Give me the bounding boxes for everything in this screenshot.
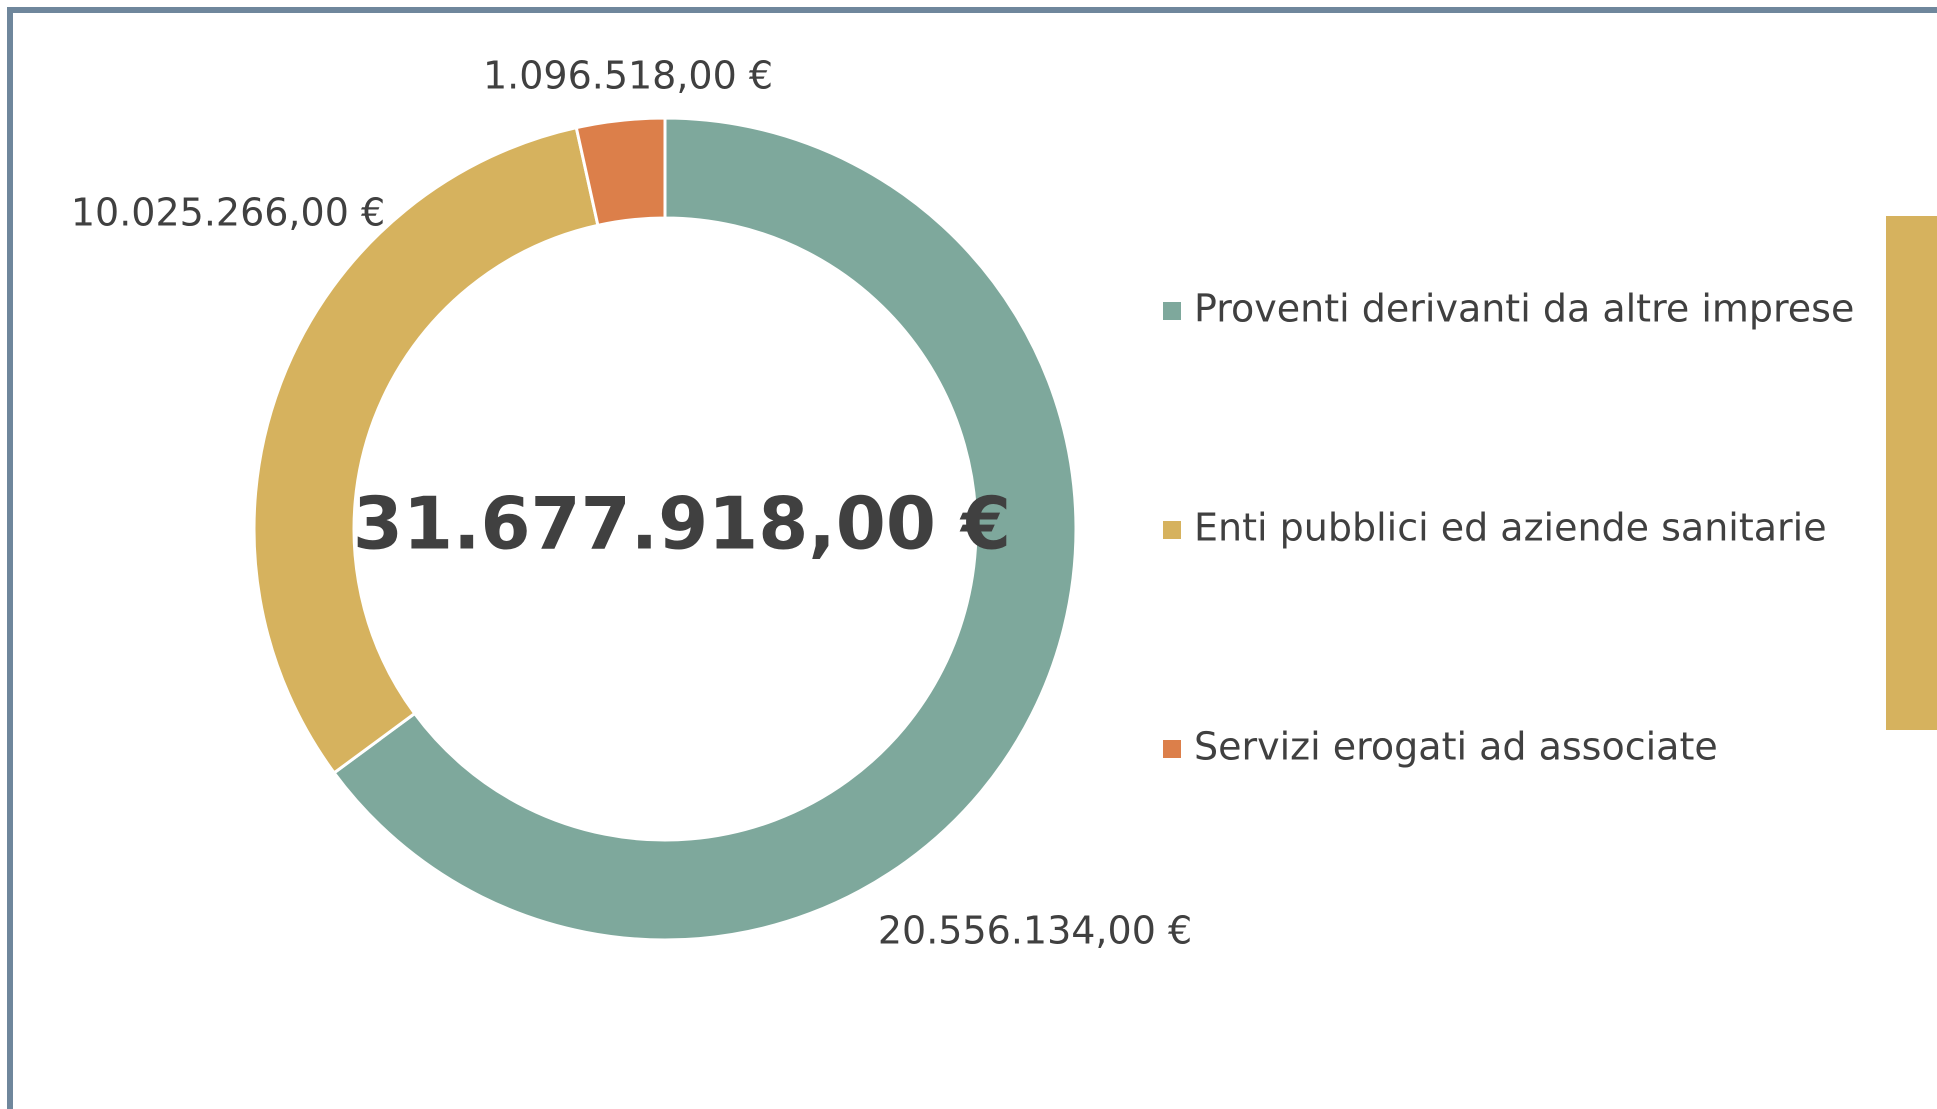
donut — [252, 116, 1078, 942]
donut-segment — [332, 116, 1078, 942]
donut-segment — [574, 116, 667, 228]
legend-swatch — [1163, 740, 1181, 758]
legend-swatch — [1163, 521, 1181, 539]
side-accent — [1886, 216, 1937, 730]
center-total: 31.677.918,00 € — [353, 482, 1011, 566]
legend-swatch — [1163, 302, 1181, 320]
frame-left — [7, 7, 13, 1109]
data-label: 10.025.266,00 € — [71, 191, 385, 235]
donut-segment — [252, 125, 600, 775]
data-label: 20.556.134,00 € — [878, 909, 1192, 953]
legend-label: Enti pubblici ed aziende sanitarie — [1194, 506, 1827, 550]
data-label: 1.096.518,00 € — [483, 54, 773, 98]
legend-label: Servizi erogati ad associate — [1194, 725, 1718, 769]
frame-top — [7, 7, 1937, 13]
legend-label: Proventi derivanti da altre imprese — [1194, 287, 1854, 331]
